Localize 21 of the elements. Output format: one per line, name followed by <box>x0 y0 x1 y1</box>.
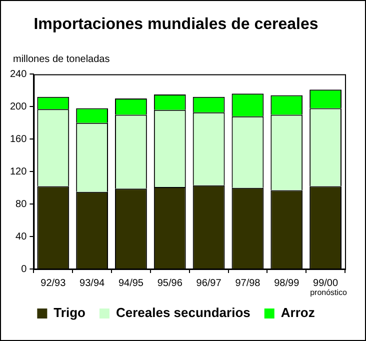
y-tick-label: 0 <box>21 264 28 275</box>
x-tick-label: 94/95 <box>118 278 144 289</box>
legend-label: Trigo <box>54 305 86 320</box>
x-tick-label: 96/97 <box>196 278 222 289</box>
chart-title: Importaciones mundiales de cereales <box>34 16 318 34</box>
y-axis-title: millones de toneladas <box>13 54 110 65</box>
y-tick-label: 200 <box>10 101 28 112</box>
y-tick-label: 80 <box>16 198 28 210</box>
legend-label: Cereales secundarios <box>116 305 250 320</box>
x-tick-label: 93/94 <box>80 278 106 289</box>
x-tick-label: 97/98 <box>235 278 261 289</box>
x-tick-label: 98/99 <box>274 278 300 289</box>
y-tick-label: 240 <box>10 68 28 80</box>
legend-label: Arroz <box>280 305 316 320</box>
y-tick-label: 160 <box>10 134 28 145</box>
y-tick-label: 120 <box>10 166 28 178</box>
y-tick-label: 40 <box>16 231 28 242</box>
x-tick-label: 95/96 <box>157 278 183 289</box>
x-tick-label: 99/00 <box>313 278 338 289</box>
x-tick-label: 92/93 <box>40 278 66 289</box>
text: pronóstico <box>310 288 348 298</box>
